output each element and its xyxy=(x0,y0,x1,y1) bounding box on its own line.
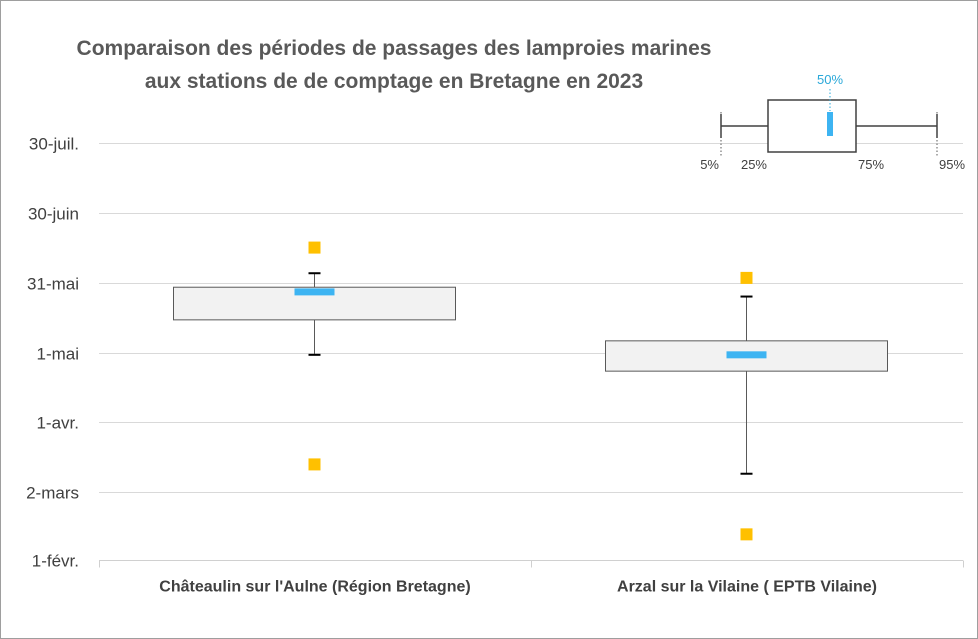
legend-label-p5: 5% xyxy=(700,157,719,172)
median-bar xyxy=(726,351,767,359)
box-group xyxy=(605,271,888,541)
legend-median-bar xyxy=(827,112,833,136)
chart-title-line-1: Comparaison des périodes de passages des… xyxy=(77,37,712,60)
category-labels: Châteaulin sur l'Aulne (Région Bretagne)… xyxy=(159,579,877,596)
box-series xyxy=(173,241,888,541)
legend-label-median: 50% xyxy=(817,72,843,87)
x-axis-ticks xyxy=(99,560,964,568)
box-group xyxy=(173,241,456,471)
median-bar xyxy=(294,288,335,296)
legend-label-p25: 25% xyxy=(741,157,767,172)
max-marker xyxy=(740,271,753,284)
max-marker xyxy=(308,241,321,254)
min-marker xyxy=(308,458,321,471)
y-axis-tick-labels: 1-févr. 2-mars 1-avr. 1-mai 31-mai 30-juin 30-… xyxy=(26,135,79,571)
legend-label-p95: 95% xyxy=(939,157,965,172)
y-tick-label: 30-juil. xyxy=(29,135,79,154)
category-label: Châteaulin sur l'Aulne (Région Bretagne) xyxy=(159,579,470,596)
boxplot-legend: 50% 5% 25% 75% 95% xyxy=(700,72,965,172)
legend-box xyxy=(767,99,857,153)
y-tick-label: 2-mars xyxy=(26,484,79,503)
category-label: Arzal sur la Vilaine ( EPTB Vilaine) xyxy=(617,579,877,596)
gridlines xyxy=(99,143,963,493)
y-tick-label: 31-mai xyxy=(27,275,79,294)
y-tick-label: 1-avr. xyxy=(36,414,79,433)
chart-title-line-2: aux stations de de comptage en Bretagne … xyxy=(145,70,643,93)
min-marker xyxy=(740,528,753,541)
legend-label-p75: 75% xyxy=(858,157,884,172)
y-tick-label: 1-mai xyxy=(36,345,79,364)
y-tick-label: 1-févr. xyxy=(32,552,79,571)
y-tick-label: 30-juin xyxy=(28,205,79,224)
